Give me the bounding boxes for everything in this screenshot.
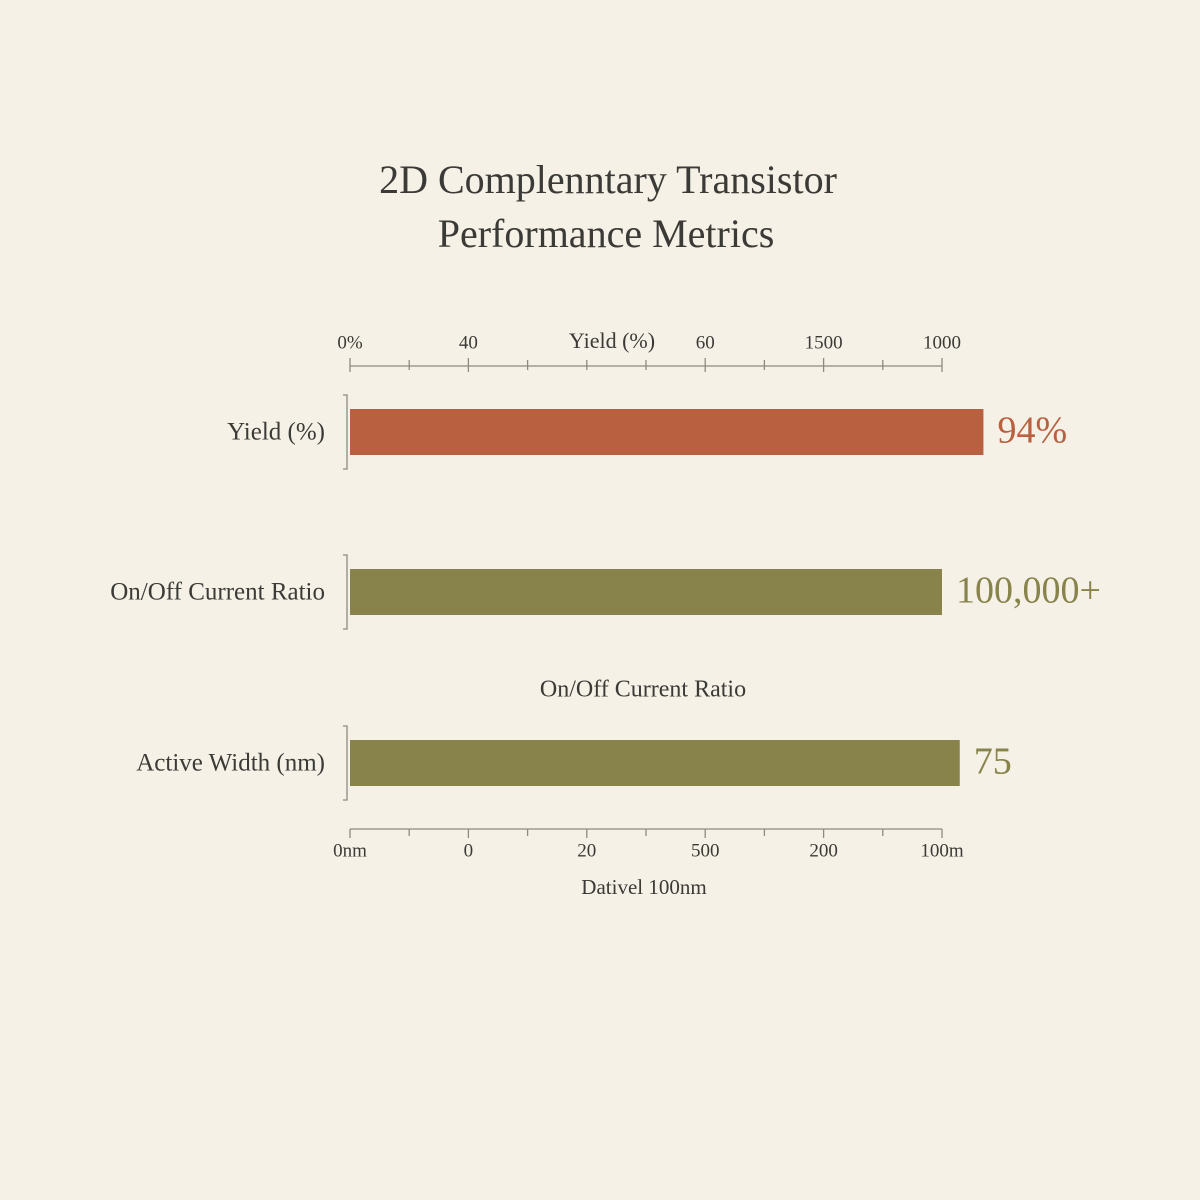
x2-axis-title: Dativel 100nm: [581, 875, 706, 899]
x2-tick-label: 500: [691, 840, 720, 861]
x-tick-label: 1000: [923, 332, 961, 353]
bar-label: 75: [974, 741, 1012, 783]
bar: [350, 740, 960, 786]
chart-title: 2D Complenntary Transistor: [379, 157, 837, 202]
x-tick-label: 40: [459, 332, 478, 353]
y-tick-label: On/Off Current Ratio: [110, 579, 325, 606]
row-bracket: [343, 394, 348, 470]
x2-tick-label: 100m: [920, 840, 964, 861]
annotation: On/Off Current Ratio: [540, 677, 746, 703]
x2-tick-label: 20: [577, 840, 596, 861]
x-tick-label: 60: [696, 332, 715, 353]
row-bracket: [343, 554, 348, 630]
x-tick-label: 1500: [805, 332, 843, 353]
y-tick-label: Yield (%): [227, 419, 325, 446]
bar-label: 94%: [997, 410, 1067, 452]
x2-tick-label: 0nm: [333, 840, 367, 861]
x2-tick-label: 0: [464, 840, 474, 861]
x-tick-label: 0%: [337, 332, 363, 353]
bar: [350, 409, 984, 455]
bar: [350, 569, 942, 615]
y-tick-label: Active Width (nm): [136, 750, 325, 777]
bar-label: 100,000+: [956, 570, 1101, 612]
x2-tick-label: 200: [809, 840, 838, 861]
x-axis-title: Yield (%): [569, 328, 655, 353]
chart-title: Performance Metrics: [438, 211, 775, 256]
row-bracket: [343, 725, 348, 801]
